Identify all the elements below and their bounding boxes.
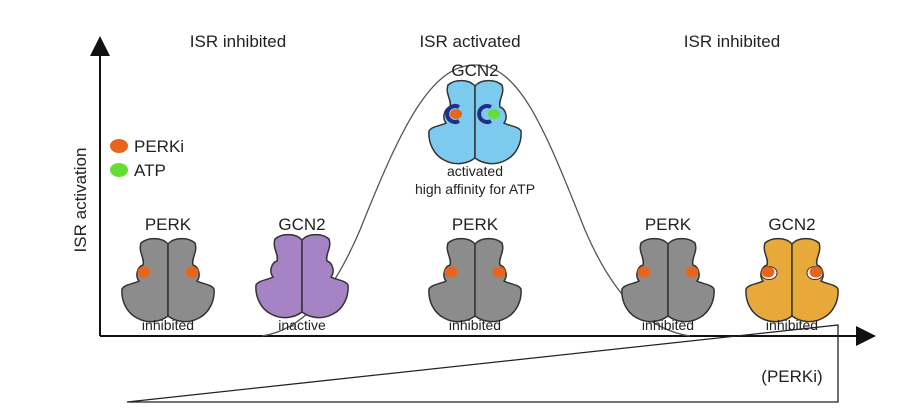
activation-curve [261,64,691,337]
protein-2-shape [255,233,349,319]
y-axis-label: ISR activation [71,148,90,253]
binding-pocket [445,104,460,124]
legend-perki-swatch [110,139,128,153]
legend-atp-label: ATP [134,161,166,180]
perki-molecule [809,266,823,278]
kinase-lobe [167,237,215,323]
protein-3-shape [428,79,522,165]
protein-3-state: activated [447,163,503,179]
kinase-lobe [745,237,793,323]
kinase-lobe [621,237,669,323]
protein-6-shape [745,237,839,323]
perki-molecule [761,266,775,278]
protein-4-name: PERK [452,215,499,234]
protein-3-name: GCN2 [451,61,498,80]
legend-perki-label: PERKi [134,137,184,156]
protein-1-shape [121,237,215,323]
perki-molecule [637,266,651,278]
header-right: ISR inhibited [684,32,780,51]
legend-atp-swatch [110,163,128,177]
kinase-lobe [301,233,349,319]
kinase-lobe [667,237,715,323]
protein-5-shape [621,237,715,323]
header-left: ISR inhibited [190,32,286,51]
perki-molecule [450,109,462,119]
perki-gradient-triangle [126,324,839,403]
protein-1-state: inhibited [142,317,194,333]
perki-molecule [492,266,506,278]
protein-6-name: GCN2 [768,215,815,234]
binding-pocket [477,104,492,124]
protein-4-state: inhibited [449,317,501,333]
protein-5-name: PERK [645,215,692,234]
protein-4-shape [428,237,522,323]
kinase-lobe [791,237,839,323]
header-center: ISR activated [419,32,520,51]
perki-molecule [444,266,458,278]
gradient-label: (PERKi) [761,367,822,386]
protein-2-name: GCN2 [278,215,325,234]
kinase-lobe [474,237,522,323]
kinase-lobe [428,237,476,323]
perki-molecule [137,266,151,278]
atp-molecule [488,109,500,119]
protein-3-state-detail: high affinity for ATP [415,181,535,197]
perki-molecule [185,266,199,278]
kinase-lobe [255,233,303,319]
perki-molecule [685,266,699,278]
protein-2-state: inactive [278,317,326,333]
protein-1-name: PERK [145,215,192,234]
kinase-lobe [121,237,169,323]
protein-5-state: inhibited [642,317,694,333]
